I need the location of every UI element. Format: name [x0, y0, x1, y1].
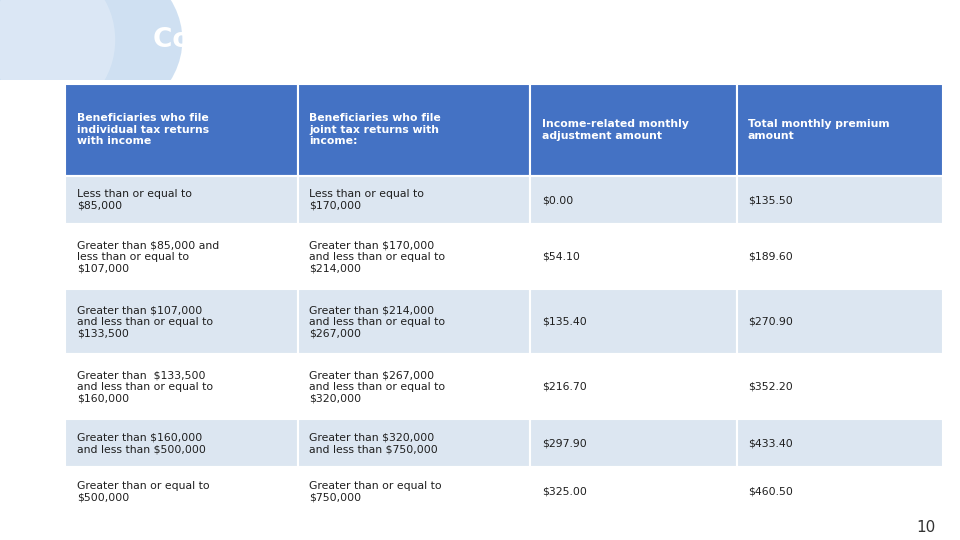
FancyBboxPatch shape — [298, 468, 530, 516]
FancyBboxPatch shape — [530, 468, 736, 516]
Text: Greater than $320,000
and less than $750,000: Greater than $320,000 and less than $750… — [309, 433, 438, 454]
FancyBboxPatch shape — [736, 176, 943, 224]
FancyBboxPatch shape — [298, 176, 530, 224]
FancyBboxPatch shape — [530, 419, 736, 468]
FancyBboxPatch shape — [65, 84, 298, 176]
Text: Greater than $160,000
and less than $500,000: Greater than $160,000 and less than $500… — [77, 433, 205, 454]
FancyBboxPatch shape — [65, 176, 298, 224]
Text: $135.40: $135.40 — [541, 316, 587, 327]
Ellipse shape — [0, 0, 182, 128]
Text: $0.00: $0.00 — [541, 195, 573, 205]
Text: $135.50: $135.50 — [748, 195, 793, 205]
Text: $433.40: $433.40 — [748, 438, 793, 448]
Text: $352.20: $352.20 — [748, 382, 793, 392]
Ellipse shape — [0, 0, 115, 112]
FancyBboxPatch shape — [298, 224, 530, 289]
Text: Greater than $170,000
and less than or equal to
$214,000: Greater than $170,000 and less than or e… — [309, 240, 445, 273]
FancyBboxPatch shape — [298, 84, 530, 176]
FancyBboxPatch shape — [530, 354, 736, 419]
Text: Greater than or equal to
$750,000: Greater than or equal to $750,000 — [309, 481, 442, 502]
FancyBboxPatch shape — [736, 224, 943, 289]
Text: Greater than $107,000
and less than or equal to
$133,500: Greater than $107,000 and less than or e… — [77, 305, 213, 338]
Text: Costs of Medicare – Part B Premiums (2019): Costs of Medicare – Part B Premiums (201… — [154, 27, 806, 53]
Text: Less than or equal to
$170,000: Less than or equal to $170,000 — [309, 189, 424, 211]
Text: Greater than $267,000
and less than or equal to
$320,000: Greater than $267,000 and less than or e… — [309, 370, 445, 403]
Text: 10: 10 — [917, 519, 936, 535]
Text: $54.10: $54.10 — [541, 252, 580, 262]
Text: $297.90: $297.90 — [541, 438, 587, 448]
FancyBboxPatch shape — [65, 419, 298, 468]
FancyBboxPatch shape — [736, 354, 943, 419]
FancyBboxPatch shape — [736, 289, 943, 354]
FancyBboxPatch shape — [65, 224, 298, 289]
FancyBboxPatch shape — [65, 468, 298, 516]
FancyBboxPatch shape — [530, 176, 736, 224]
Text: Greater than $214,000
and less than or equal to
$267,000: Greater than $214,000 and less than or e… — [309, 305, 445, 338]
Text: $270.90: $270.90 — [748, 316, 793, 327]
FancyBboxPatch shape — [65, 354, 298, 419]
Text: Greater than  $133,500
and less than or equal to
$160,000: Greater than $133,500 and less than or e… — [77, 370, 213, 403]
FancyBboxPatch shape — [530, 289, 736, 354]
Text: Total monthly premium
amount: Total monthly premium amount — [748, 119, 890, 140]
Text: Income-related monthly
adjustment amount: Income-related monthly adjustment amount — [541, 119, 688, 140]
Text: Beneficiaries who file
individual tax returns
with income: Beneficiaries who file individual tax re… — [77, 113, 209, 146]
FancyBboxPatch shape — [65, 289, 298, 354]
FancyBboxPatch shape — [298, 354, 530, 419]
Text: $460.50: $460.50 — [748, 487, 793, 497]
FancyBboxPatch shape — [298, 419, 530, 468]
Text: $216.70: $216.70 — [541, 382, 587, 392]
FancyBboxPatch shape — [736, 84, 943, 176]
Text: Greater than or equal to
$500,000: Greater than or equal to $500,000 — [77, 481, 209, 502]
FancyBboxPatch shape — [298, 289, 530, 354]
FancyBboxPatch shape — [530, 224, 736, 289]
Text: Less than or equal to
$85,000: Less than or equal to $85,000 — [77, 189, 192, 211]
Text: $189.60: $189.60 — [748, 252, 793, 262]
Text: $325.00: $325.00 — [541, 487, 587, 497]
FancyBboxPatch shape — [530, 84, 736, 176]
FancyBboxPatch shape — [736, 468, 943, 516]
Text: Greater than $85,000 and
less than or equal to
$107,000: Greater than $85,000 and less than or eq… — [77, 240, 219, 273]
FancyBboxPatch shape — [736, 419, 943, 468]
Text: Beneficiaries who file
joint tax returns with
income:: Beneficiaries who file joint tax returns… — [309, 113, 441, 146]
